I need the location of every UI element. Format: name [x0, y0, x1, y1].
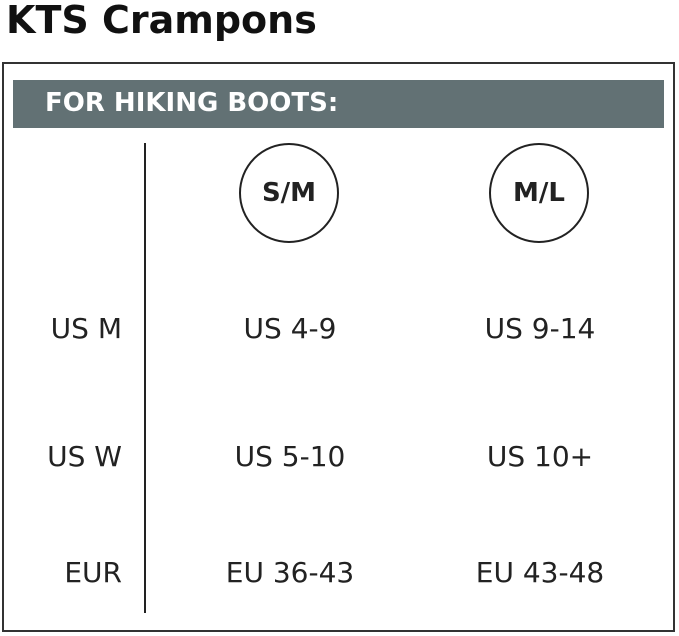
cell: EU 43-48 [475, 556, 605, 589]
size-badge: S/M [239, 143, 339, 243]
cell: EU 36-43 [225, 556, 355, 589]
divider [144, 143, 146, 613]
banner: FOR HIKING BOOTS: [13, 80, 664, 128]
cell: US 9-14 [484, 312, 596, 345]
cell: US 5-10 [234, 440, 346, 473]
row-label: US W [47, 440, 122, 473]
row-label: EUR [64, 556, 122, 589]
row-label: US M [50, 312, 122, 345]
title: KTS Crampons [6, 0, 317, 42]
cell: US 10+ [486, 440, 594, 473]
size-badge: M/L [489, 143, 589, 243]
banner-text: FOR HIKING BOOTS: [45, 88, 339, 118]
cell: US 4-9 [243, 312, 337, 345]
table-frame [2, 62, 675, 632]
